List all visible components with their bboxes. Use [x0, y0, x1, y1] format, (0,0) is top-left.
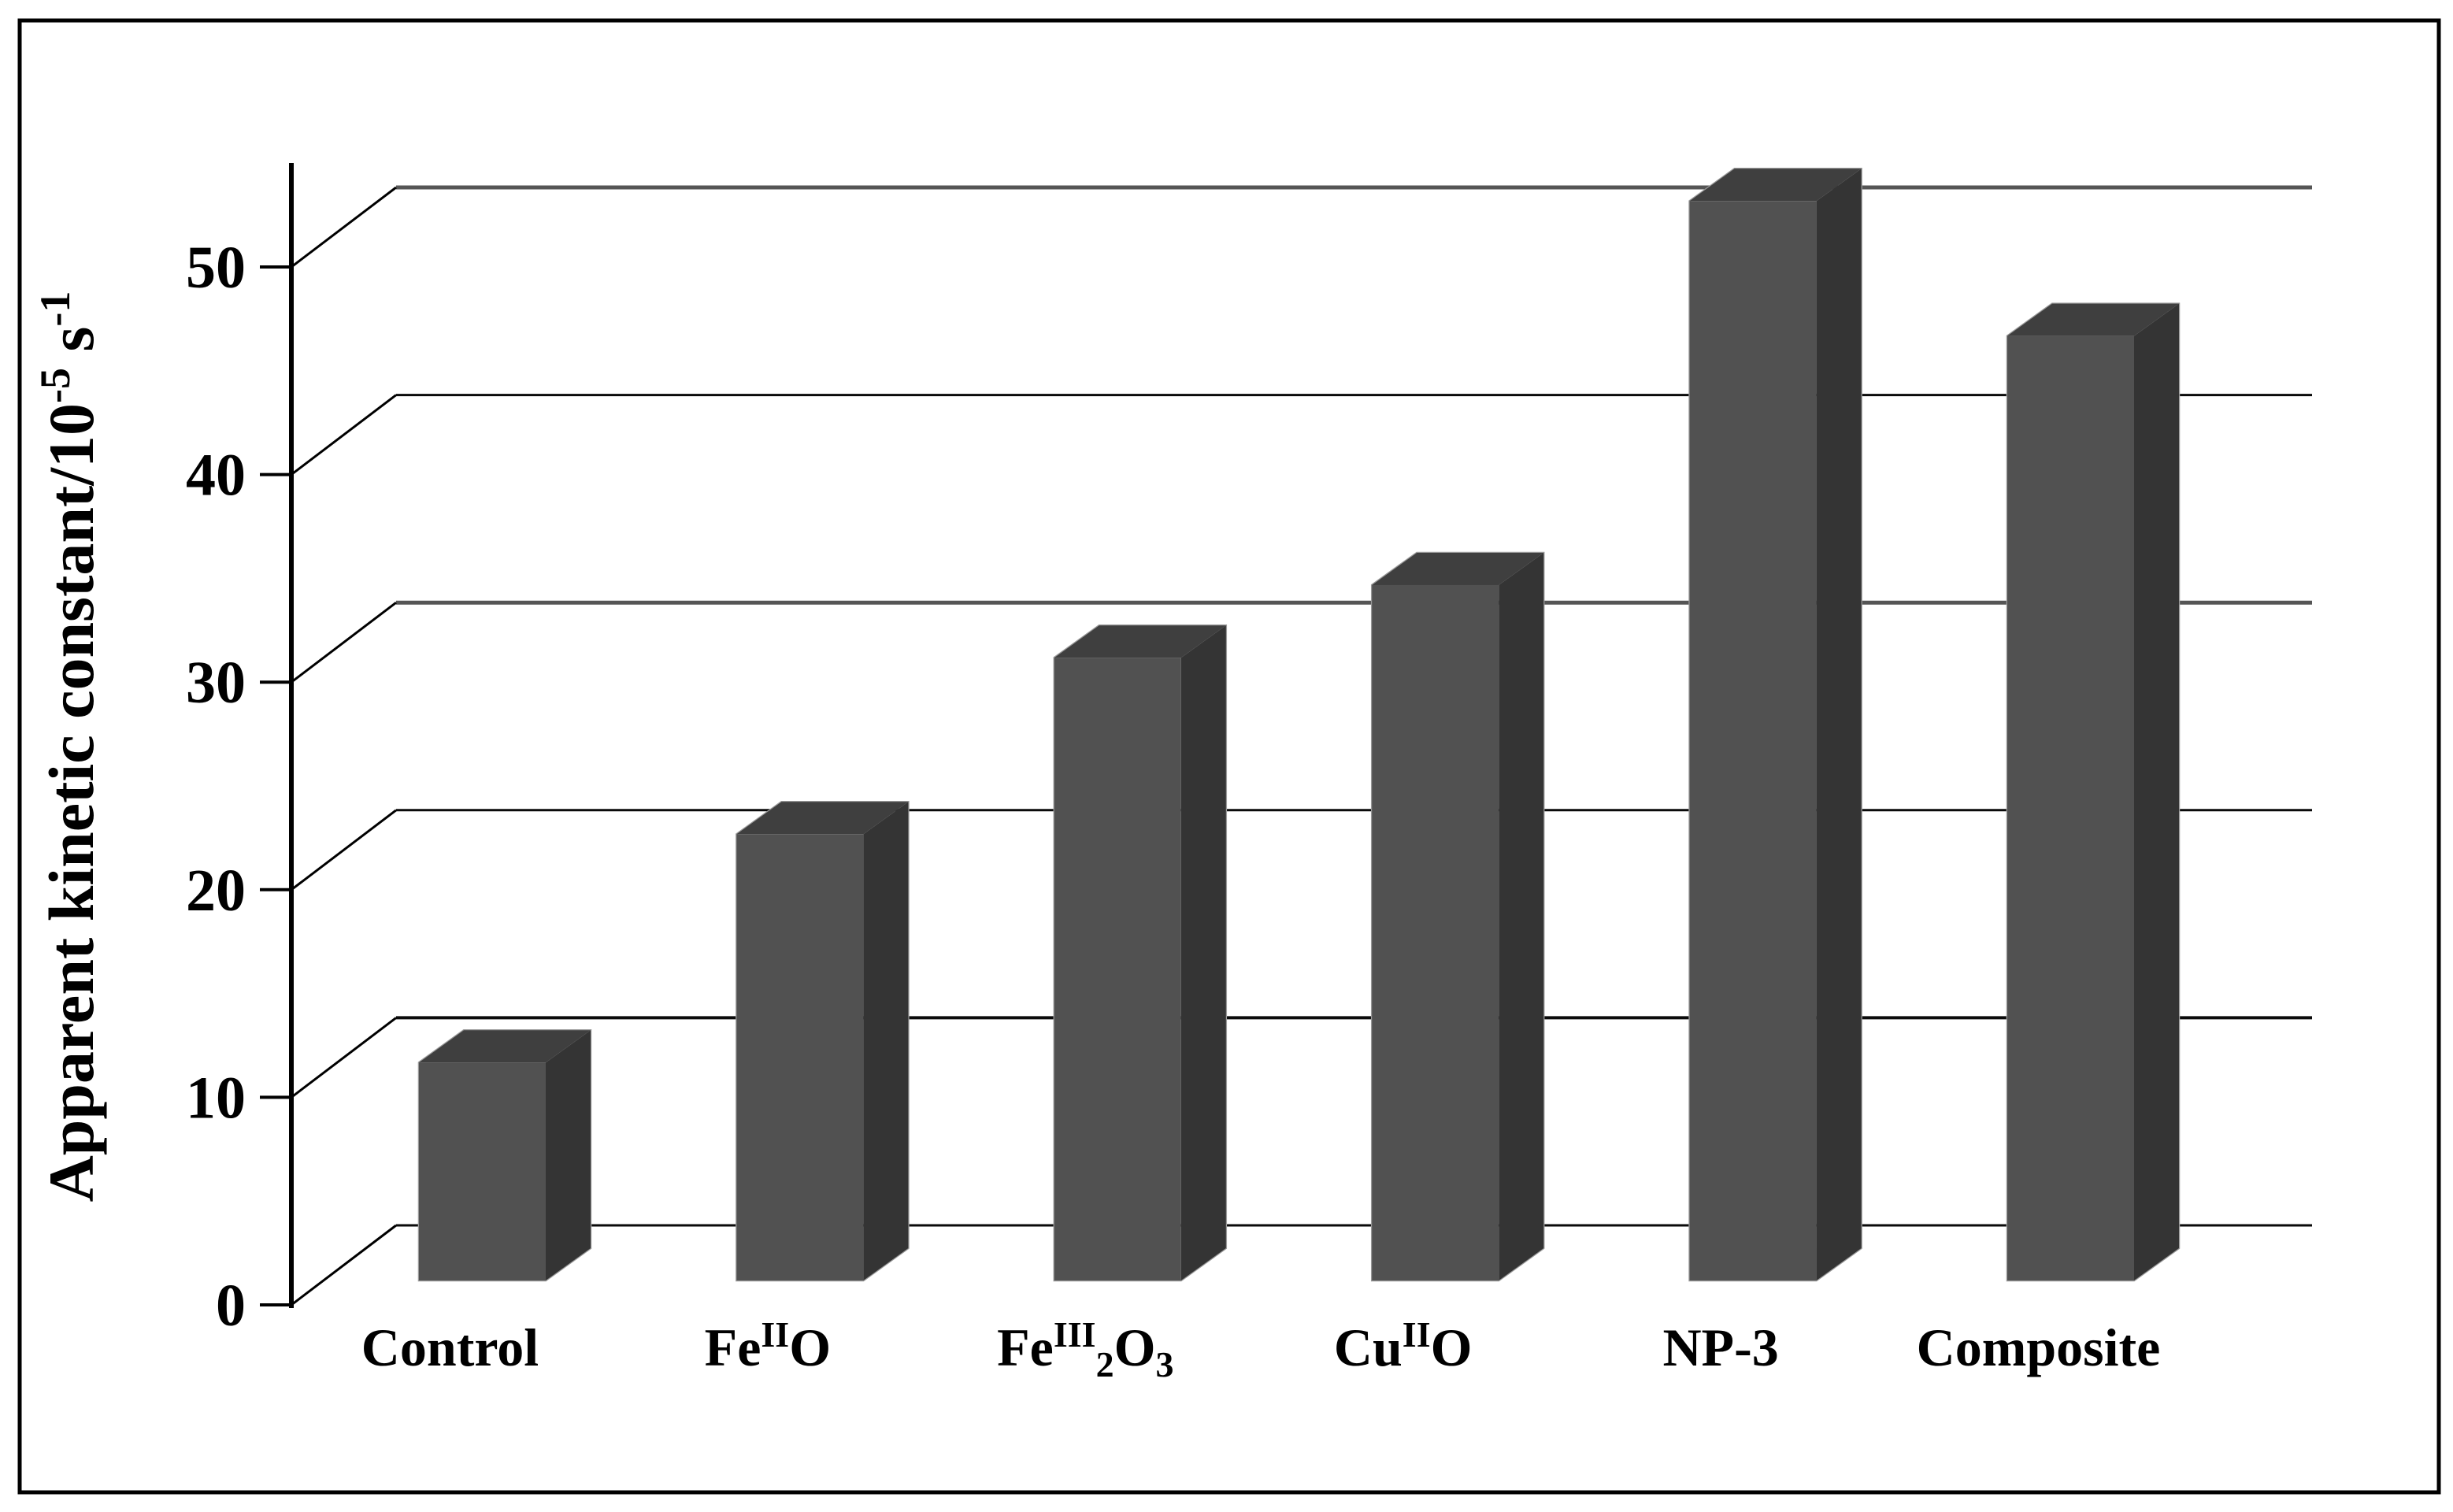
x-label-np-3: NP-3 — [1662, 1317, 1778, 1377]
chart-border — [17, 18, 2441, 1495]
bar-feiii2o3-front-face — [1054, 658, 1181, 1280]
y-tick-label-30: 30 — [186, 650, 246, 716]
grid-depth-line-50 — [291, 186, 397, 269]
bar-feiii2o3-top-face — [1054, 625, 1226, 658]
bar-feiio-front-face — [736, 834, 864, 1280]
y-axis-title: Apparent kinetic constant/10-5 s-1 — [31, 291, 107, 1203]
bar-cuiio-top-face — [1372, 552, 1544, 585]
bar-composite-front-face — [2007, 335, 2134, 1280]
x-label-composite: Composite — [1917, 1317, 2161, 1377]
y-tick-label-10: 10 — [186, 1065, 246, 1131]
bar-feiio-top-face — [736, 802, 909, 835]
bar-np-3-top-face — [1689, 169, 1862, 202]
y-tick-label-0: 0 — [216, 1273, 246, 1339]
grid-depth-line-20 — [291, 809, 397, 891]
bar-composite-top-face — [2007, 303, 2179, 336]
grid-depth-line-30 — [291, 602, 397, 684]
x-label-feiio: FeIIO — [705, 1314, 831, 1377]
bar-feiii2o3-side-face — [1180, 625, 1226, 1280]
bar-cuiio-side-face — [1499, 552, 1544, 1280]
x-label-feiii2o3: FeIII2O3 — [997, 1314, 1173, 1384]
x-label-control: Control — [361, 1317, 539, 1377]
bar-control-side-face — [546, 1030, 591, 1280]
grid-depth-line-40 — [291, 394, 397, 476]
x-label-cuiio: CuIIO — [1334, 1314, 1473, 1377]
bar-control-top-face — [419, 1030, 591, 1063]
grid-depth-line-10 — [291, 1017, 397, 1099]
bar-np-3-front-face — [1689, 201, 1817, 1280]
grid-depth-line-0 — [291, 1224, 397, 1306]
bar-control-front-face — [419, 1062, 546, 1280]
y-tick-label-20: 20 — [186, 858, 246, 924]
bar-np-3-side-face — [1816, 169, 1862, 1280]
bar-feiio-side-face — [863, 802, 909, 1280]
bar-cuiio-front-face — [1372, 584, 1499, 1280]
bar-composite-side-face — [2134, 303, 2179, 1280]
y-tick-label-40: 40 — [186, 443, 246, 509]
y-tick-label-50: 50 — [186, 235, 246, 301]
